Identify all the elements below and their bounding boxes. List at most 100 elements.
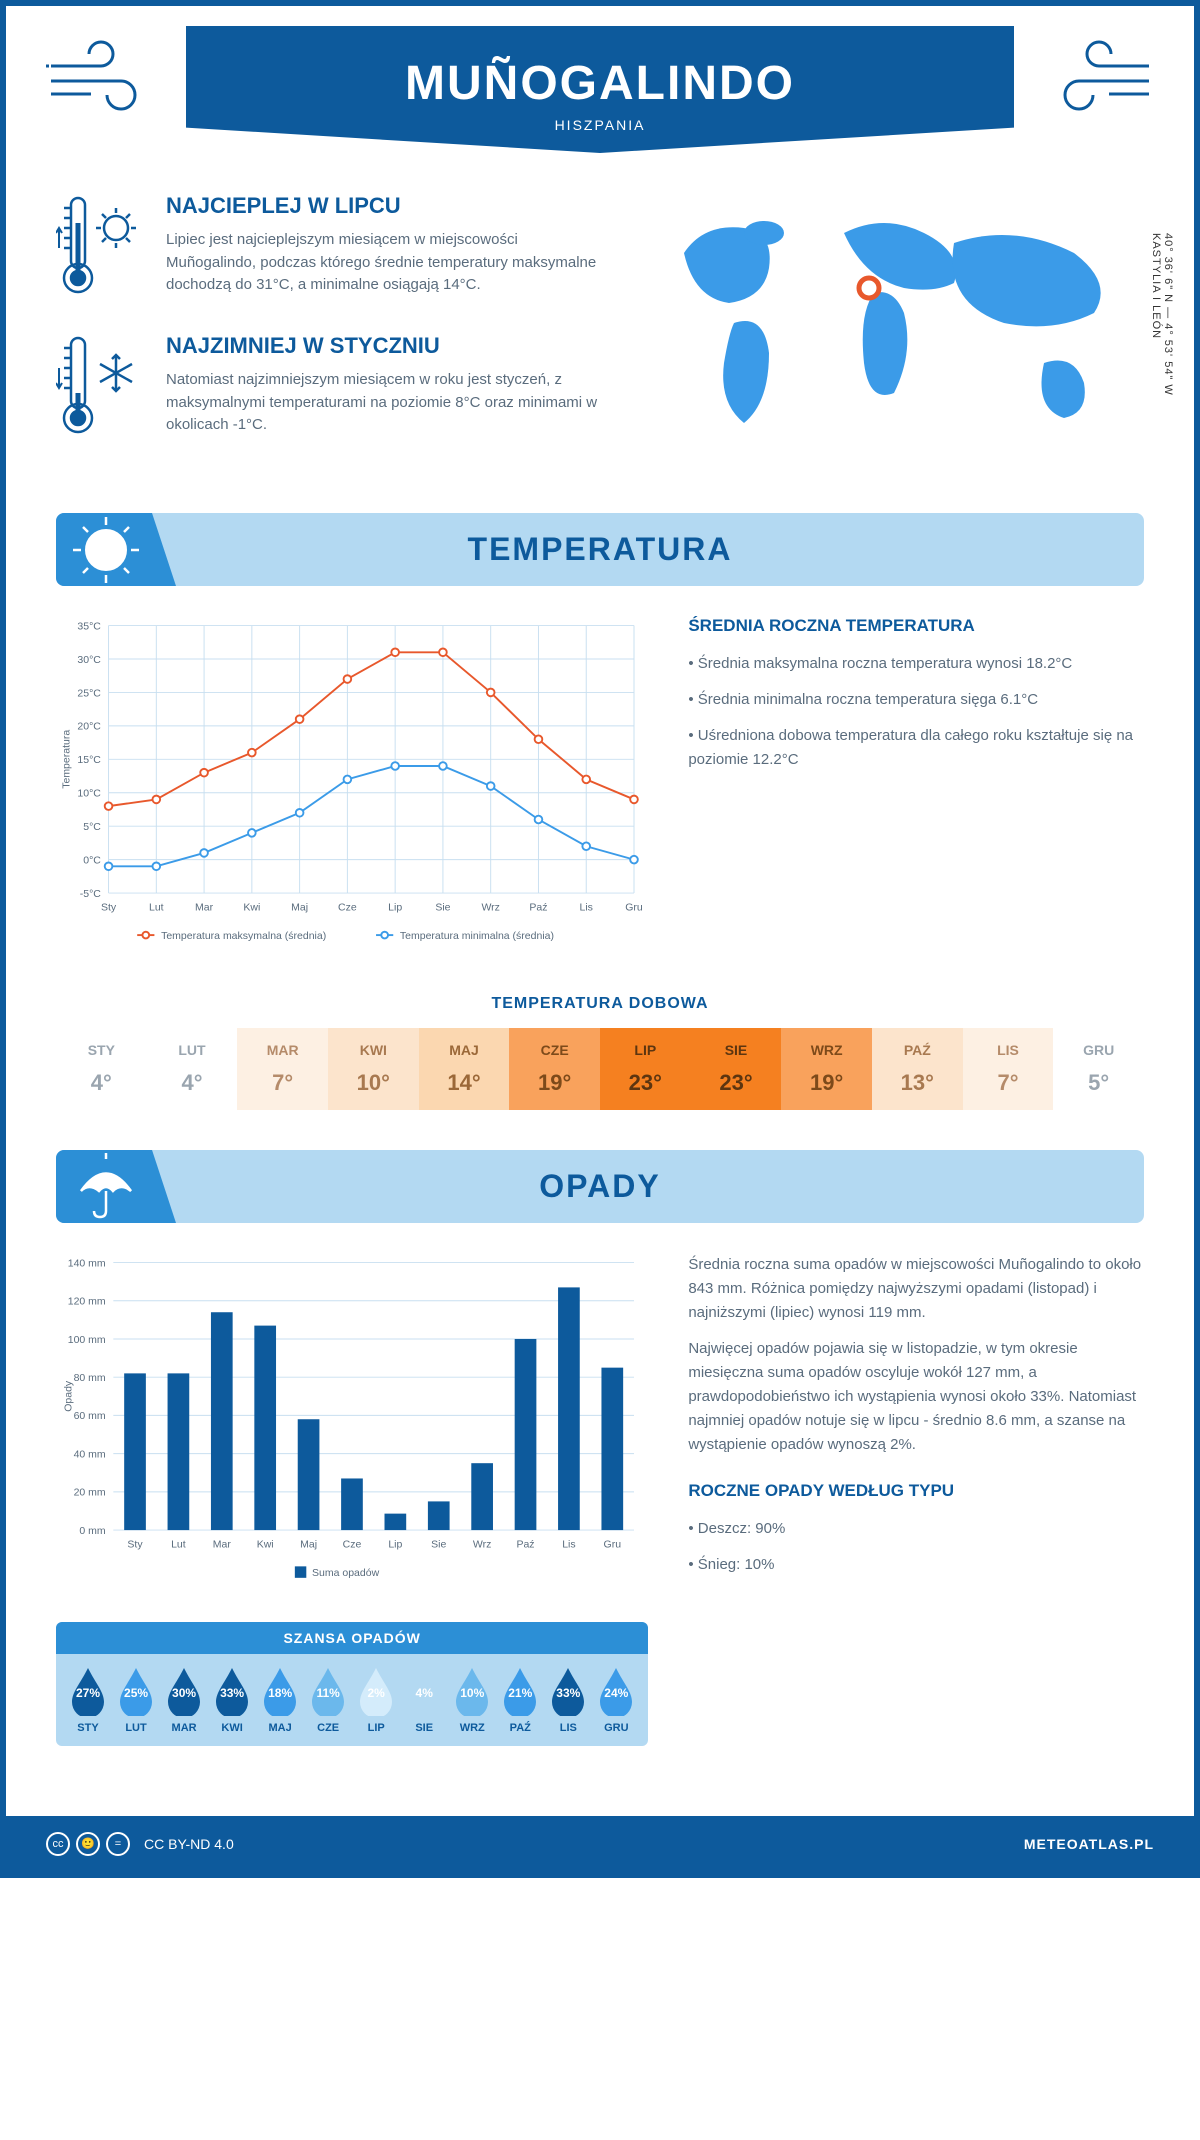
- daily-temp-value: 7°: [963, 1070, 1054, 1096]
- svg-text:Sty: Sty: [101, 901, 117, 913]
- temp-bullet-1: • Średnia minimalna roczna temperatura s…: [688, 688, 1144, 712]
- daily-month: MAJ: [419, 1042, 510, 1058]
- precip-p2: Najwięcej opadów pojawia się w listopadz…: [688, 1337, 1144, 1457]
- svg-text:100 mm: 100 mm: [68, 1334, 106, 1346]
- svg-text:Kwi: Kwi: [257, 1538, 274, 1550]
- svg-text:Lut: Lut: [171, 1538, 186, 1550]
- raindrop-icon: 33%: [548, 1666, 588, 1716]
- daily-month: KWI: [328, 1042, 419, 1058]
- svg-text:Paź: Paź: [529, 901, 547, 913]
- svg-text:Sty: Sty: [127, 1538, 143, 1550]
- svg-text:Lip: Lip: [388, 901, 402, 913]
- chance-pct: 18%: [268, 1686, 292, 1700]
- temp-chart-row: -5°C0°C5°C10°C15°C20°C25°C30°C35°CStyLut…: [56, 616, 1144, 965]
- umbrella-icon: [71, 1151, 141, 1221]
- raindrop-icon: 27%: [68, 1666, 108, 1716]
- daily-month: PAŹ: [872, 1042, 963, 1058]
- raindrop-icon: 2%: [356, 1666, 396, 1716]
- top-row: NAJCIEPLEJ W LIPCU Lipiec jest najcieple…: [56, 193, 1144, 473]
- chance-month: MAJ: [256, 1722, 304, 1734]
- chance-pct: 25%: [124, 1686, 148, 1700]
- svg-text:0°C: 0°C: [83, 854, 101, 866]
- daily-temp-value: 4°: [56, 1070, 147, 1096]
- chance-pct: 11%: [316, 1686, 339, 1700]
- svg-text:Temperatura minimalna (średnia: Temperatura minimalna (średnia): [400, 930, 554, 942]
- svg-text:Temperatura maksymalna (średni: Temperatura maksymalna (średnia): [161, 930, 326, 942]
- chance-cell: 10% WRZ: [448, 1666, 496, 1734]
- info-column: NAJCIEPLEJ W LIPCU Lipiec jest najcieple…: [56, 193, 604, 473]
- chance-month: LUT: [112, 1722, 160, 1734]
- daily-temp-value: 23°: [600, 1070, 691, 1096]
- site-name: METEOATLAS.PL: [1024, 1836, 1154, 1852]
- chance-pct: 21%: [508, 1686, 532, 1700]
- temp-info: ŚREDNIA ROCZNA TEMPERATURA • Średnia mak…: [688, 616, 1144, 965]
- svg-text:Suma opadów: Suma opadów: [312, 1567, 380, 1579]
- chance-cell: 4% SIE: [400, 1666, 448, 1734]
- chance-pct: 30%: [172, 1686, 196, 1700]
- temp-bullet-0: • Średnia maksymalna roczna temperatura …: [688, 652, 1144, 676]
- chance-box: SZANSA OPADÓW 27% STY 25% LUT 30% MAR 3: [56, 1622, 648, 1746]
- precip-snow: • Śnieg: 10%: [688, 1553, 1144, 1577]
- svg-text:Cze: Cze: [343, 1538, 362, 1550]
- precip-p1: Średnia roczna suma opadów w miejscowośc…: [688, 1253, 1144, 1325]
- chance-cell: 25% LUT: [112, 1666, 160, 1734]
- cc-icon: cc: [46, 1832, 70, 1856]
- svg-text:140 mm: 140 mm: [68, 1257, 106, 1269]
- svg-text:60 mm: 60 mm: [74, 1410, 106, 1422]
- chance-month: LIS: [544, 1722, 592, 1734]
- chance-cell: 21% PAŹ: [496, 1666, 544, 1734]
- svg-text:Maj: Maj: [300, 1538, 317, 1550]
- header-banner: MUÑOGALINDO HISZPANIA: [186, 26, 1014, 153]
- daily-month: WRZ: [781, 1042, 872, 1058]
- svg-text:Sie: Sie: [435, 901, 450, 913]
- daily-month: LIP: [600, 1042, 691, 1058]
- page-title: MUÑOGALINDO: [206, 56, 994, 111]
- coldest-body: Natomiast najzimniejszym miesiącem w rok…: [166, 369, 604, 437]
- raindrop-icon: 24%: [596, 1666, 636, 1716]
- coordinates: 40° 36' 6" N — 4° 53' 54" W KASTYLIA I L…: [1150, 233, 1174, 396]
- daily-cell: LUT 4°: [147, 1028, 238, 1110]
- warmest-title: NAJCIEPLEJ W LIPCU: [166, 193, 604, 219]
- chance-month: PAŹ: [496, 1722, 544, 1734]
- chance-month: MAR: [160, 1722, 208, 1734]
- svg-text:40 mm: 40 mm: [74, 1448, 106, 1460]
- svg-text:Wrz: Wrz: [473, 1538, 491, 1550]
- svg-text:Sie: Sie: [431, 1538, 446, 1550]
- svg-text:30°C: 30°C: [77, 654, 101, 666]
- svg-text:20°C: 20°C: [77, 721, 101, 733]
- license-block: cc 🙂 = CC BY-ND 4.0: [46, 1832, 234, 1856]
- svg-text:Gru: Gru: [625, 901, 643, 913]
- header-wrap: MUÑOGALINDO HISZPANIA: [6, 6, 1194, 153]
- raindrop-icon: 11%: [308, 1666, 348, 1716]
- chance-month: GRU: [592, 1722, 640, 1734]
- precip-type-title: ROCZNE OPADY WEDŁUG TYPU: [688, 1481, 1144, 1501]
- chance-pct: 4%: [416, 1686, 433, 1700]
- precip-chart-row: 0 mm20 mm40 mm60 mm80 mm100 mm120 mm140 …: [56, 1253, 1144, 1746]
- chance-cell: 11% CZE: [304, 1666, 352, 1734]
- svg-text:35°C: 35°C: [77, 620, 101, 632]
- daily-month: STY: [56, 1042, 147, 1058]
- daily-temp-grid: STY 4° LUT 4° MAR 7° KWI 10° MAJ 14° CZE…: [56, 1028, 1144, 1110]
- thermometer-sun-icon: [56, 193, 146, 303]
- daily-cell: KWI 10°: [328, 1028, 419, 1110]
- daily-month: LUT: [147, 1042, 238, 1058]
- coldest-title: NAJZIMNIEJ W STYCZNIU: [166, 333, 604, 359]
- sun-icon: [71, 515, 141, 585]
- daily-month: LIS: [963, 1042, 1054, 1058]
- content: NAJCIEPLEJ W LIPCU Lipiec jest najcieple…: [6, 153, 1194, 1816]
- svg-text:15°C: 15°C: [77, 754, 101, 766]
- wind-icon: [46, 36, 156, 116]
- temp-bullet-2: • Uśredniona dobowa temperatura dla całe…: [688, 724, 1144, 772]
- daily-temp-value: 7°: [237, 1070, 328, 1096]
- daily-temp-value: 19°: [509, 1070, 600, 1096]
- raindrop-icon: 33%: [212, 1666, 252, 1716]
- daily-cell: STY 4°: [56, 1028, 147, 1110]
- svg-text:Maj: Maj: [291, 901, 308, 913]
- svg-text:Lut: Lut: [149, 901, 164, 913]
- precip-info: Średnia roczna suma opadów w miejscowośc…: [688, 1253, 1144, 1746]
- daily-cell: GRU 5°: [1053, 1028, 1144, 1110]
- daily-temp-value: 23°: [691, 1070, 782, 1096]
- chance-cell: 18% MAJ: [256, 1666, 304, 1734]
- daily-cell: MAJ 14°: [419, 1028, 510, 1110]
- daily-cell: CZE 19°: [509, 1028, 600, 1110]
